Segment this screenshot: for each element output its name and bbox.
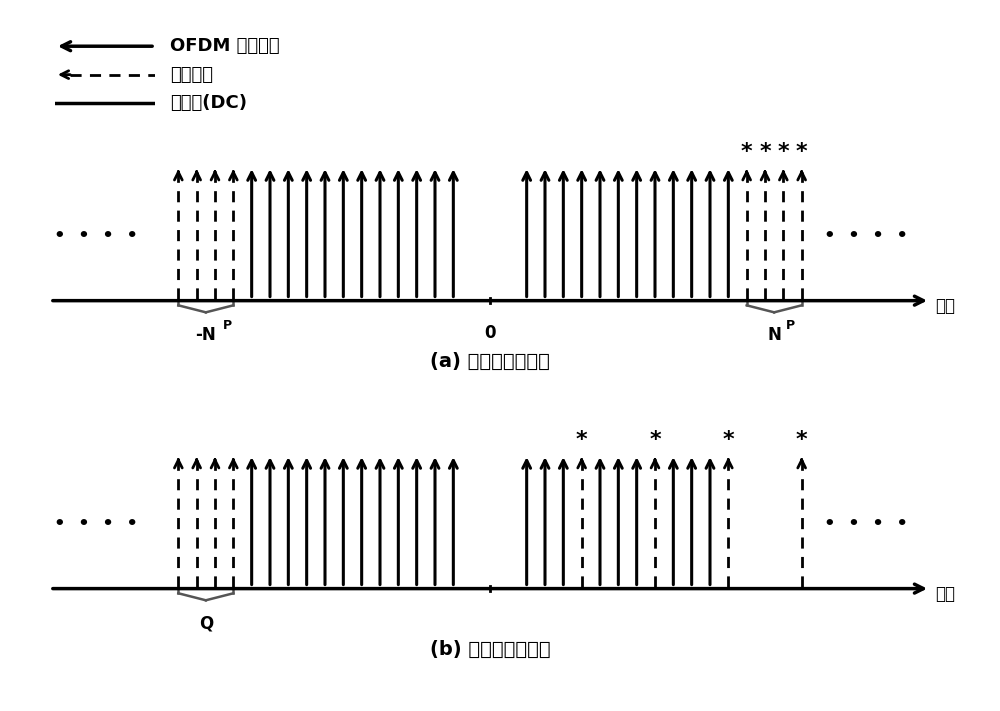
Text: •  •  •  •: • • • • <box>824 228 908 245</box>
Text: OFDM 数据载波: OFDM 数据载波 <box>170 37 280 55</box>
Text: *: * <box>741 141 752 161</box>
Text: •  •  •  •: • • • • <box>54 515 138 533</box>
Text: (a) 局部子载波分配: (a) 局部子载波分配 <box>430 352 550 371</box>
Text: *: * <box>759 141 771 161</box>
Text: *: * <box>796 141 807 161</box>
Text: 导频载波: 导频载波 <box>170 65 213 84</box>
Text: Q: Q <box>199 614 213 632</box>
Text: •  •  •  •: • • • • <box>824 515 908 533</box>
Text: •  •  •  •: • • • • <box>54 228 138 245</box>
Text: *: * <box>723 429 734 449</box>
Text: *: * <box>778 141 789 161</box>
Text: (b) 间插子载波分配: (b) 间插子载波分配 <box>430 640 550 659</box>
Text: *: * <box>649 429 661 449</box>
Text: 频率: 频率 <box>936 585 956 604</box>
Text: 0: 0 <box>484 324 496 342</box>
Text: *: * <box>576 429 587 449</box>
Text: P: P <box>786 319 795 332</box>
Text: 频率: 频率 <box>936 297 956 316</box>
Text: *: * <box>796 429 807 449</box>
Text: 光载波(DC): 光载波(DC) <box>170 94 247 112</box>
Text: P: P <box>223 319 232 332</box>
Text: -N: -N <box>195 326 216 344</box>
Text: N: N <box>767 326 781 344</box>
